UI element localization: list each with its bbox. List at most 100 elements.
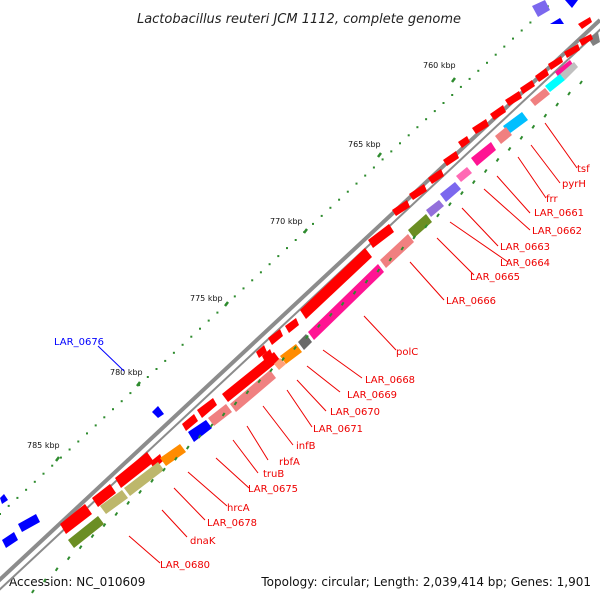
ruler-dot [268, 263, 271, 266]
bar-salmon-1 [530, 88, 550, 106]
feature-corner-5 [588, 32, 600, 46]
gc-tick [209, 423, 214, 428]
gene-arrow-5 [520, 80, 535, 94]
gc-tick [174, 456, 178, 461]
gc-tick [138, 489, 142, 494]
ruler-dot [503, 45, 506, 48]
ruler-dot [277, 255, 280, 258]
feature-corner-4 [578, 17, 592, 29]
ruler-dot [486, 61, 488, 64]
scale-ruler [0, 5, 549, 515]
gc-tick [257, 379, 262, 384]
corner-features [532, 0, 600, 46]
gc-tick [567, 91, 571, 96]
gene-label-LAR_0661: LAR_0661 [534, 208, 584, 219]
ruler-dot [416, 126, 419, 129]
bar-magenta-polC [308, 264, 384, 340]
gene-arrow-9 [458, 136, 470, 148]
gene-label-LAR_0666: LAR_0666 [446, 296, 496, 307]
ruler-dot [77, 440, 80, 443]
bar-olive-2 [68, 516, 104, 548]
gene-arrow-19 [197, 398, 217, 418]
ruler-dot [233, 295, 236, 298]
ruler-dot [155, 368, 158, 370]
ruler-dot [329, 206, 332, 209]
gene-label-dnaK: dnaK [190, 536, 216, 547]
ruler-dot [181, 343, 184, 346]
label-leaders [97, 122, 578, 564]
ruler-dot [25, 488, 28, 491]
gc-tick [436, 213, 440, 218]
ruler-dot [16, 496, 19, 499]
ruler-dot [320, 214, 323, 217]
gc-tick [90, 534, 95, 539]
bar-gray-1 [560, 62, 578, 80]
ruler-dot [442, 102, 445, 104]
forward-strand-genes [60, 34, 593, 534]
gene-label-LAR_0680: LAR_0680 [160, 560, 210, 571]
ruler-dot [355, 182, 358, 185]
gene-arrow-2 [564, 44, 580, 58]
gene-arrow-21 [150, 454, 163, 469]
gene-arrow-22 [115, 452, 154, 488]
ruler-dot [512, 37, 514, 40]
ruler-dot [59, 456, 62, 459]
gc-tick [483, 168, 488, 174]
scale-tick-770: 770 kbp [270, 217, 308, 234]
gc-tick [340, 301, 345, 306]
gene-label-LAR_0664: LAR_0664 [500, 258, 550, 269]
bar-pink-1 [456, 167, 472, 182]
gene-arrow-polC [300, 248, 372, 319]
gene-label-LAR_0665: LAR_0665 [470, 272, 520, 283]
gc-tick [519, 135, 524, 140]
bar-salmon-3 [380, 234, 414, 268]
gene-arrow-LAR_0676 [152, 406, 164, 418]
gc-tick [269, 368, 274, 373]
ruler-dot [129, 392, 132, 395]
scale-tick-780: 780 kbp [110, 368, 143, 387]
gc-tick [54, 567, 59, 572]
bar-cyan-1 [545, 74, 565, 92]
ruler-dot [207, 319, 210, 322]
gene-label-truB: truB [263, 469, 284, 480]
ruler-dot [294, 239, 297, 241]
gene-label-LAR_0675: LAR_0675 [248, 484, 298, 495]
scale-label-770: 770 kbp [270, 217, 303, 226]
bar-orange-1 [280, 344, 302, 364]
gene-arrow-17 [256, 345, 267, 358]
gc-tick [102, 523, 107, 528]
gc-tick [400, 246, 405, 251]
gc-tick [281, 357, 285, 362]
gene-label-tsf: tsf [577, 164, 590, 175]
gc-tick [31, 589, 35, 594]
ruler-dot [399, 142, 401, 145]
ruler-dot [68, 448, 71, 451]
gc-tick [78, 545, 83, 550]
ruler-dot [364, 174, 367, 177]
gc-tick [388, 257, 393, 262]
scale-tick-760: 760 kbp [423, 61, 456, 83]
bar-gray-2 [298, 334, 312, 350]
bar-magenta-1 [555, 60, 574, 78]
ruler-dot [425, 118, 428, 121]
gc-tick [233, 401, 238, 406]
gene-arrow-14 [368, 224, 394, 248]
genome-backbone [0, 18, 600, 591]
gc-tick [293, 345, 297, 351]
ruler-dot [372, 166, 375, 169]
gc-tick [364, 279, 369, 284]
gene-arrow-4 [535, 68, 549, 82]
ruler-dot [146, 376, 149, 378]
ruler-dot [172, 351, 175, 354]
gc-tick [150, 478, 154, 483]
gene-arrow-1 [579, 34, 593, 46]
gene-arrow-infB [222, 352, 280, 402]
gc-tick [162, 467, 166, 472]
scale-label-765: 765 kbp [348, 140, 381, 149]
gc-tick [305, 334, 309, 340]
scale-label-785: 785 kbp [27, 441, 60, 450]
ruler-dot [94, 424, 97, 427]
gene-arrow-15 [285, 318, 299, 333]
gc-tick [221, 412, 226, 417]
